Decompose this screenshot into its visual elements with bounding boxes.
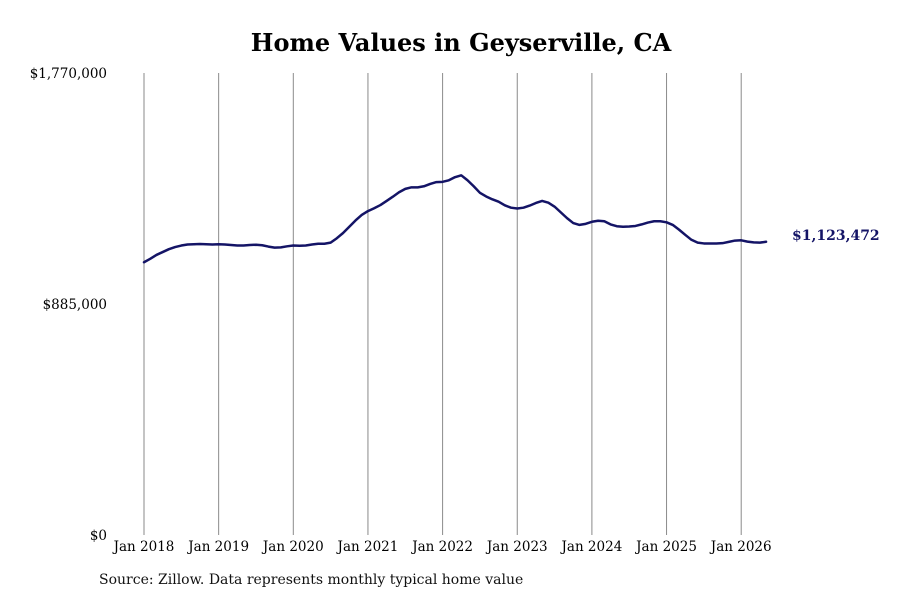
y-tick-label: $0 bbox=[90, 528, 107, 544]
y-axis-ticks: $0 $885,000 $1,770,000 bbox=[30, 66, 107, 544]
y-tick-label: $1,770,000 bbox=[30, 66, 107, 82]
end-value-label: $1,123,472 bbox=[792, 228, 880, 244]
x-tick-label: Jan 2019 bbox=[186, 539, 249, 555]
x-tick-label: Jan 2025 bbox=[634, 539, 697, 555]
x-tick-label: Jan 2020 bbox=[261, 539, 324, 555]
x-tick-label: Jan 2026 bbox=[709, 539, 772, 555]
x-tick-label: Jan 2022 bbox=[410, 539, 473, 555]
gridlines bbox=[143, 73, 742, 535]
series-layer bbox=[142, 174, 768, 264]
x-tick-label: Jan 2018 bbox=[112, 539, 175, 555]
x-tick-label: Jan 2024 bbox=[559, 539, 622, 555]
y-tick-label: $885,000 bbox=[43, 297, 107, 313]
chart-title: Home Values in Geyserville, CA bbox=[251, 28, 672, 57]
x-tick-label: Jan 2023 bbox=[485, 539, 548, 555]
x-tick-label: Jan 2021 bbox=[336, 539, 399, 555]
series-line bbox=[142, 174, 768, 264]
source-note: Source: Zillow. Data represents monthly … bbox=[99, 572, 524, 588]
x-axis-ticks: Jan 2018 Jan 2019 Jan 2020 Jan 2021 Jan 2022… bbox=[112, 539, 772, 555]
